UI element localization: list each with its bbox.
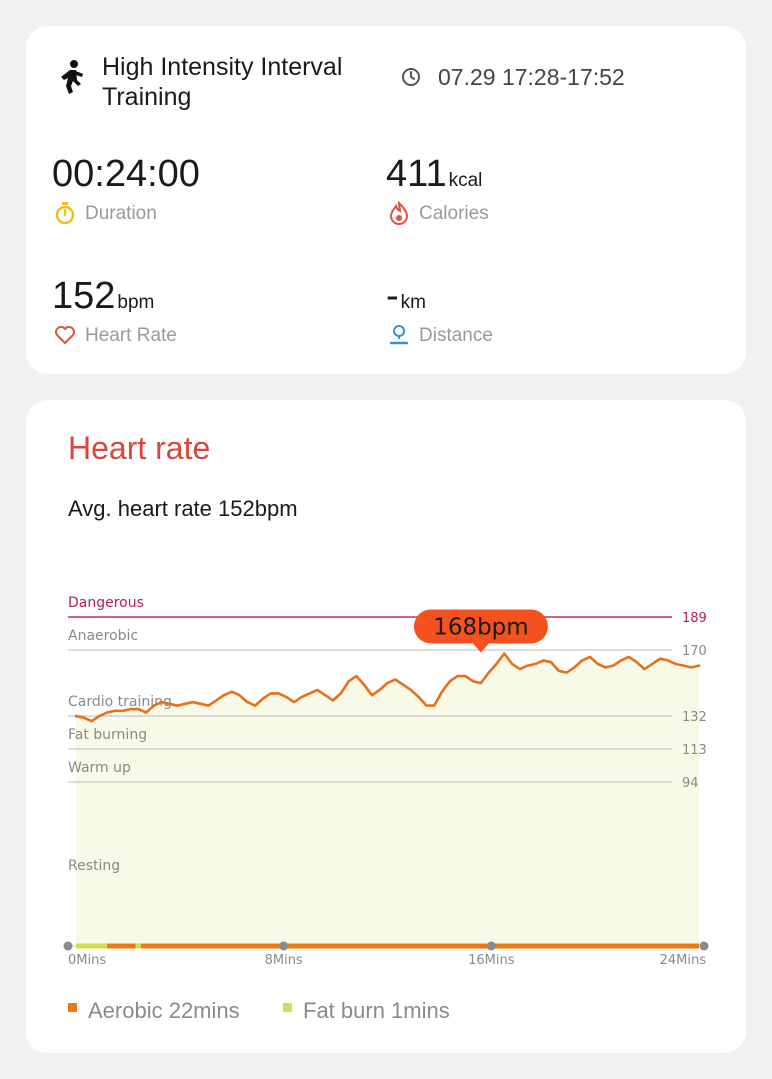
running-person-icon (61, 60, 83, 94)
zone-bar-segment (76, 943, 108, 949)
zone-label-cardio-training: Cardio training (68, 694, 172, 710)
average-heart-rate: Avg. heart rate 152bpm (68, 496, 298, 521)
x-tick-dot (63, 941, 73, 951)
zone-threshold-dangerous: 189 (682, 611, 707, 626)
peak-label: 168bpm (433, 614, 529, 640)
distance-value: - (386, 275, 399, 317)
zone-label-resting: Resting (68, 858, 120, 874)
legend-aerobic: Aerobic 22mins (68, 998, 240, 1024)
workout-summary-card: High Intensity Interval Training 07.29 1… (26, 26, 746, 374)
distance-stat: - km (386, 274, 426, 325)
zone-threshold-fat-burning: 113 (682, 743, 707, 758)
location-pin-icon (389, 325, 409, 345)
heart-rate-line (74, 652, 701, 723)
legend-fat-burn-label: Fat burn 1mins (303, 998, 450, 1023)
legend-fat-burn: Fat burn 1mins (283, 998, 450, 1024)
zone-label-anaerobic: Anaerobic (68, 628, 138, 644)
distance-unit: km (400, 292, 426, 313)
x-tick-dot (279, 941, 289, 951)
x-tick-label: 8Mins (265, 953, 303, 968)
x-tick-dot (486, 941, 496, 951)
heart-rate-unit: bpm (117, 292, 155, 313)
x-tick-dot (699, 941, 709, 951)
calories-value: 411 (386, 153, 447, 195)
zone-label-dangerous: Dangerous (68, 595, 144, 611)
zone-label-warm-up: Warm up (68, 760, 131, 776)
zone-threshold-cardio-training: 132 (682, 710, 707, 725)
duration-label: Duration (85, 203, 157, 224)
calories-unit: kcal (448, 170, 483, 191)
x-tick-label: 0Mins (68, 953, 106, 968)
x-tick-label: 16Mins (468, 953, 515, 968)
heart-rate-area (76, 653, 699, 946)
zone-bar-segment (140, 943, 699, 949)
legend-aerobic-swatch (68, 1003, 77, 1012)
zone-bar-segment (107, 943, 136, 949)
stopwatch-icon (55, 202, 75, 225)
heart-rate-chart: 189 Dangerous 170 Anaerobic 132 Cardio traini… (63, 595, 709, 968)
x-tick-label: 24Mins (660, 953, 707, 968)
duration-value: 00:24:00 (52, 153, 200, 195)
heart-rate-stat: 152 bpm (52, 274, 154, 325)
distance-label: Distance (419, 325, 493, 346)
heart-rate-card: Heart rate Avg. heart rate 152bpm 189 Dan… (26, 400, 746, 1053)
legend-aerobic-label: Aerobic 22mins (88, 998, 240, 1023)
zone-label-fat-burning: Fat burning (68, 727, 147, 743)
zone-bar-segment (135, 943, 141, 949)
heart-rate-label: Heart Rate (85, 325, 177, 346)
zone-threshold-anaerobic: 170 (682, 644, 707, 659)
workout-title: High Intensity Interval Training (102, 53, 343, 111)
workout-time-range: 07.29 17:28-17:52 (438, 64, 625, 90)
heart-rate-value: 152 (52, 275, 116, 317)
peak-bubble (413, 609, 548, 653)
calories-label: Calories (419, 203, 489, 224)
heart-icon (55, 326, 75, 344)
flame-icon (389, 201, 409, 225)
calories-stat: 411 kcal (386, 152, 482, 203)
clock-icon (402, 68, 420, 86)
legend-fat-burn-swatch (283, 1003, 292, 1012)
zone-threshold-warm-up: 94 (682, 776, 699, 791)
heart-rate-title: Heart rate (68, 430, 211, 466)
